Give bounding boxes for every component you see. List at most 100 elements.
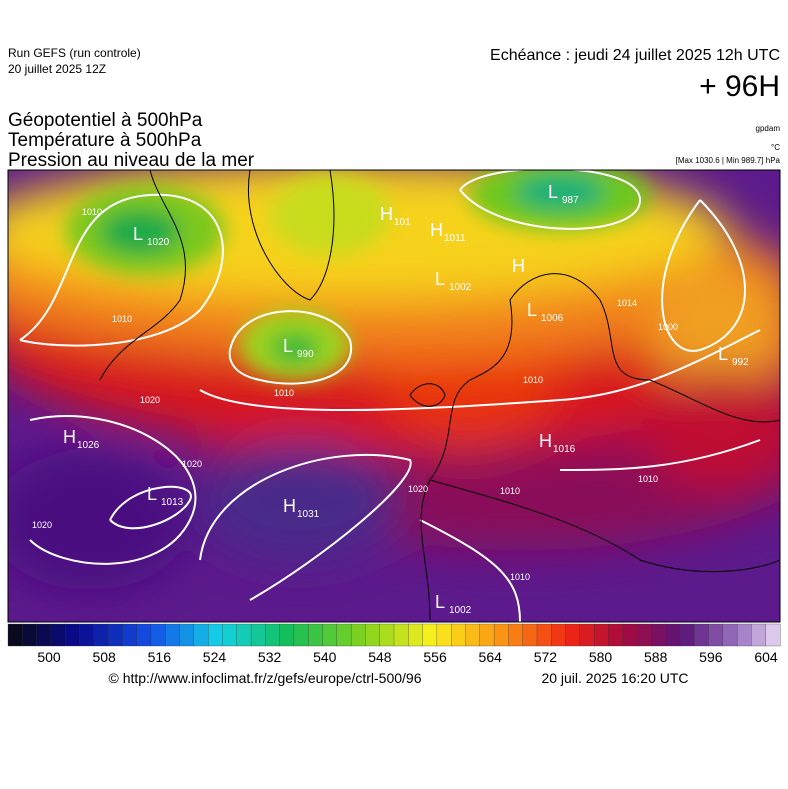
center-type: L [527, 300, 537, 320]
colorbar-label: 588 [644, 649, 668, 665]
color-swatch [22, 623, 38, 647]
center-value: 1002 [449, 282, 472, 293]
color-swatch [536, 623, 552, 647]
isobars [19, 170, 761, 622]
center-value: 1020 [147, 237, 170, 248]
colorbar-label: 604 [754, 649, 778, 665]
field-3: Pression au niveau de la mer [8, 150, 255, 171]
center-type: H [63, 427, 76, 447]
isobar-label: 1014 [617, 298, 637, 308]
color-swatch [765, 623, 781, 647]
isobar-label: 1010 [638, 474, 658, 484]
color-swatch [250, 623, 266, 647]
generated: 20 juil. 2025 16:20 UTC [541, 670, 688, 686]
center-value: 1006 [541, 313, 564, 324]
run-date: 20 juillet 2025 12Z [8, 62, 106, 76]
color-swatch [636, 623, 652, 647]
color-swatch [665, 623, 681, 647]
center-type: L [147, 484, 157, 504]
color-swatch [7, 623, 23, 647]
isobar-label: 1020 [140, 395, 160, 405]
color-swatch [350, 623, 366, 647]
center-value: 992 [732, 357, 749, 368]
colorbar-label: 556 [423, 649, 447, 665]
isobar-label: 1010 [500, 486, 520, 496]
color-swatch [393, 623, 409, 647]
center-value: 1002 [449, 605, 472, 616]
color-swatch [508, 623, 524, 647]
color-swatch [136, 623, 152, 647]
colorbar-label: 580 [589, 649, 613, 665]
color-swatch [293, 623, 309, 647]
isobar-label: 1010 [82, 207, 102, 217]
color-swatch [422, 623, 438, 647]
center-value: 1016 [553, 444, 576, 455]
center-type: H [283, 496, 296, 516]
colorbar-label: 548 [368, 649, 392, 665]
colorbar-label: 516 [148, 649, 172, 665]
color-swatch [222, 623, 238, 647]
color-swatch [694, 623, 709, 647]
color-swatch [193, 623, 209, 647]
color-swatch [207, 623, 223, 647]
color-swatch [736, 623, 752, 647]
color-swatch [365, 623, 381, 647]
colorbar-label: 540 [313, 649, 337, 665]
color-swatch [551, 623, 567, 647]
center-type: L [548, 182, 558, 202]
coastlines [99, 170, 780, 621]
color-swatch [608, 623, 624, 647]
color-swatch [708, 623, 724, 647]
pressure-center: L 987 [548, 182, 579, 206]
center-type: L [435, 269, 445, 289]
isobar-label: 1010 [510, 572, 530, 582]
colorbar-label: 572 [534, 649, 558, 665]
color-swatch [436, 623, 452, 647]
color-swatch [465, 623, 481, 647]
isobar-label: 1010 [274, 388, 294, 398]
color-swatch [93, 623, 109, 647]
colorbar-label: 564 [479, 649, 503, 665]
pressure-center: L 1006 [527, 300, 564, 324]
center-type: L [435, 592, 445, 612]
color-swatch [79, 623, 95, 647]
center-value: 987 [562, 195, 579, 206]
color-swatch [50, 623, 66, 647]
colorbar-label: 524 [203, 649, 227, 665]
isobar-label: 1020 [182, 459, 202, 469]
color-swatch [493, 623, 509, 647]
color-swatch [679, 623, 695, 647]
unit-gpdam: gpdam [756, 124, 781, 133]
pressure-center: L 992 [718, 344, 749, 368]
pressure-center: H 1011 [430, 220, 466, 244]
color-swatch [651, 623, 667, 647]
center-value: 1013 [161, 497, 184, 508]
color-swatch [479, 623, 495, 647]
colorbar-label: 532 [258, 649, 282, 665]
color-swatch [593, 623, 609, 647]
color-swatch [236, 623, 252, 647]
color-swatch [379, 623, 395, 647]
unit-pressure: [Max 1030.6 | Min 989.7] hPa [676, 156, 781, 165]
pressure-center: H [512, 256, 525, 276]
color-swatch [279, 623, 295, 647]
isobar-label: 1020 [408, 484, 428, 494]
field-1: Géopotentiel à 500hPa [8, 110, 203, 131]
pressure-center: H 1026 [63, 427, 100, 451]
field-2: Température à 500hPa [8, 130, 202, 151]
center-value: 1011 [444, 233, 466, 244]
lead-time: + 96H [699, 70, 780, 103]
isobar-label: 1010 [112, 314, 132, 324]
pressure-center: L 1020 [133, 224, 170, 248]
center-type: L [718, 344, 728, 364]
valid-time: Echéance : jeudi 24 juillet 2025 12h UTC [490, 47, 780, 64]
colorbar-labels: 500 508 516 524 532 540 548 556 564 572 580 588 596 6… [37, 649, 778, 665]
color-swatch [722, 623, 738, 647]
center-value: 1031 [297, 509, 320, 520]
color-swatch [150, 623, 166, 647]
isobar-label: 1010 [523, 375, 543, 385]
color-swatch [107, 623, 123, 647]
pressure-center: L 1002 [435, 269, 472, 293]
